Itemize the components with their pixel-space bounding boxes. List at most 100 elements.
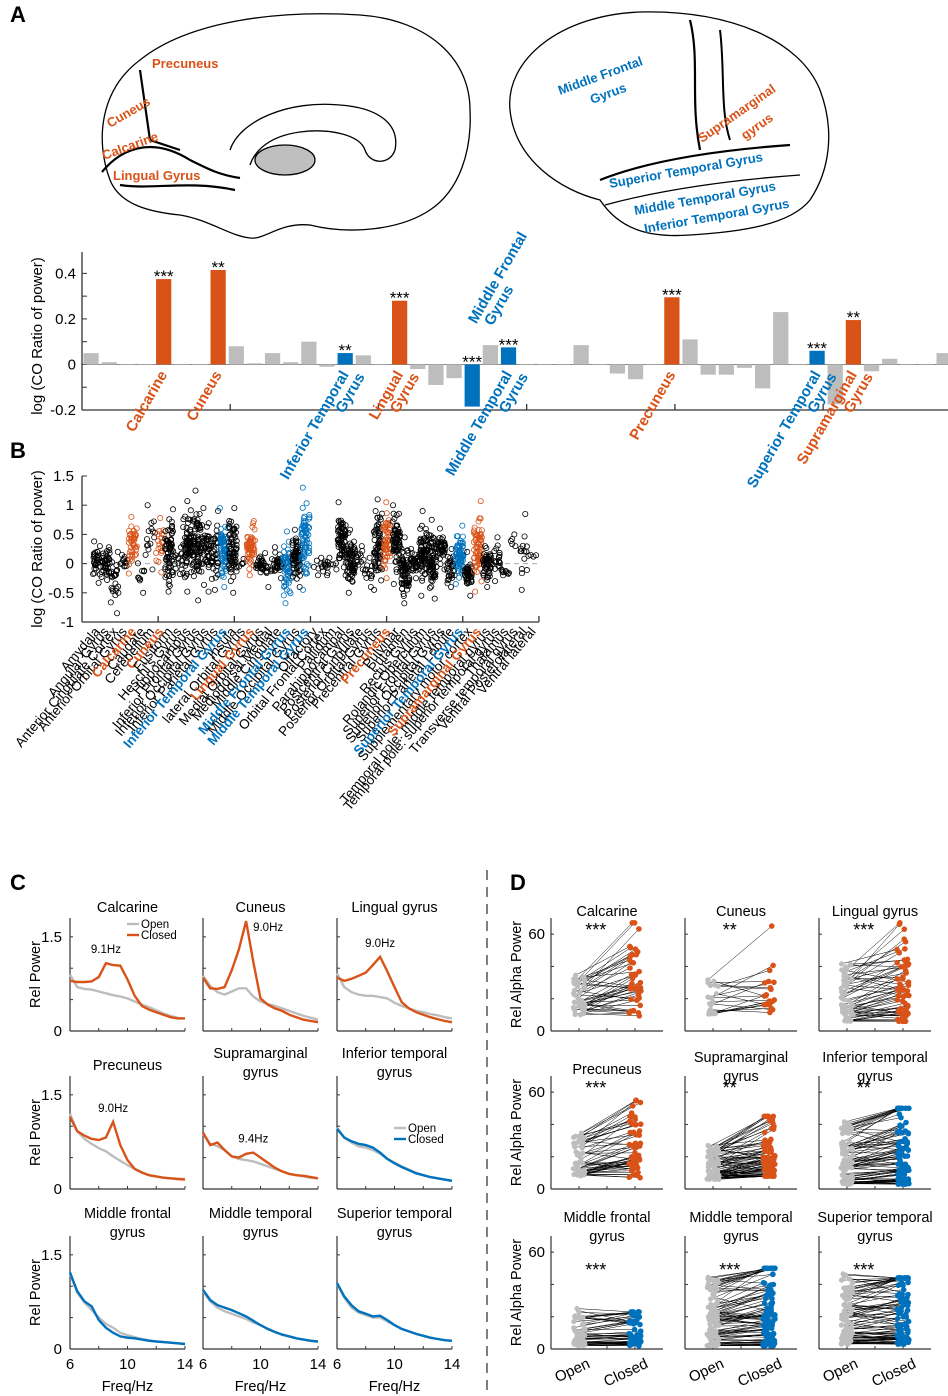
y-axis-label: log (CO Ratio of power) xyxy=(29,257,46,415)
data-point xyxy=(408,546,415,553)
closed-point xyxy=(768,1005,774,1012)
strip-hippocampus xyxy=(180,498,195,595)
data-point xyxy=(418,543,425,550)
pair-line xyxy=(849,1305,899,1315)
data-point xyxy=(230,539,237,546)
data-point xyxy=(437,539,444,546)
data-point xyxy=(303,530,310,537)
bar-caudate xyxy=(174,364,190,365)
data-point xyxy=(396,543,403,550)
strip-postcentral-gyrus xyxy=(343,526,358,596)
closed-point xyxy=(767,985,774,991)
pair-line xyxy=(851,1128,900,1132)
pair-line xyxy=(712,1329,767,1338)
y-axis-label: Rel Alpha Power xyxy=(509,921,525,1028)
data-point xyxy=(90,554,97,561)
data-point xyxy=(102,563,109,570)
data-point xyxy=(226,550,233,557)
pair-points xyxy=(838,1105,912,1187)
category-label-line: Cuneus xyxy=(183,368,225,424)
x-tick-label-open: Open xyxy=(686,1355,726,1386)
data-point xyxy=(422,542,429,549)
data-point xyxy=(384,520,391,527)
closed-point xyxy=(762,1321,769,1328)
data-point xyxy=(168,525,175,532)
open-point xyxy=(710,999,716,1005)
data-point xyxy=(219,569,226,576)
closed-point xyxy=(894,946,900,953)
data-point xyxy=(306,550,313,557)
pair-line xyxy=(583,947,631,979)
data-point xyxy=(392,528,399,535)
pair-points xyxy=(571,1305,644,1349)
subplot-title: gyrus xyxy=(857,1069,892,1085)
open-point xyxy=(578,1144,585,1150)
data-point xyxy=(358,543,365,550)
closed-point xyxy=(761,993,768,999)
significance-label: ** xyxy=(723,920,737,940)
data-point xyxy=(335,543,342,550)
data-point xyxy=(165,564,172,571)
pair-line xyxy=(574,994,640,999)
data-point xyxy=(175,555,182,562)
closed-point xyxy=(904,1307,911,1314)
strip-temporal-pole-middle-temporal-gyrus xyxy=(479,543,495,590)
y-tick-label: 1.5 xyxy=(41,1247,62,1264)
closed-point xyxy=(897,1295,904,1302)
y-axis-label: Rel Alpha Power xyxy=(509,1239,525,1346)
pair-line xyxy=(579,974,636,994)
pair-line xyxy=(847,924,900,983)
y-tick-label: 60 xyxy=(528,1084,545,1101)
data-point xyxy=(430,535,437,542)
data-point xyxy=(142,551,149,558)
pair-line xyxy=(844,1162,901,1166)
pair-line xyxy=(843,1319,904,1325)
pair-line xyxy=(581,1156,632,1173)
open-point xyxy=(846,1137,852,1143)
closed-point xyxy=(771,1265,778,1272)
data-point xyxy=(150,518,157,525)
spectrum-subplot-supramarginal-gyrus: Supramarginal gyrus 9.4Hz xyxy=(201,1046,319,1190)
open-point xyxy=(706,1332,712,1338)
pair-line xyxy=(843,948,905,973)
pair-line xyxy=(846,1298,901,1318)
data-point xyxy=(228,564,235,571)
closed-point xyxy=(628,996,634,1002)
open-point xyxy=(705,1154,711,1160)
pair-line xyxy=(708,1004,770,1015)
data-point xyxy=(191,516,198,523)
subplot-title: Superior temporal xyxy=(337,1206,452,1222)
pair-line xyxy=(844,1108,899,1123)
data-point xyxy=(108,572,115,579)
closed-point xyxy=(897,1329,904,1336)
pair-line xyxy=(851,1141,901,1150)
pair-lines xyxy=(707,925,775,1015)
brain-label-calcarine: Calcarine xyxy=(100,129,160,163)
closed-point xyxy=(898,1145,905,1152)
data-point xyxy=(99,554,106,561)
data-point xyxy=(149,566,156,573)
subplot-title: Inferior temporal xyxy=(342,1046,448,1062)
data-point xyxy=(230,573,237,580)
significance-label: ** xyxy=(857,1078,871,1098)
data-point xyxy=(394,537,401,544)
open-point xyxy=(708,1314,714,1320)
closed-line xyxy=(201,1131,319,1180)
bar-lingual-gyrus xyxy=(392,300,408,365)
bar-postcentral-gyrus xyxy=(591,364,607,365)
open-point xyxy=(843,1176,850,1182)
closed-point xyxy=(631,1145,638,1151)
data-point xyxy=(213,554,220,561)
closed-point xyxy=(904,956,911,963)
data-point xyxy=(180,516,187,523)
data-point xyxy=(482,555,489,562)
open-point xyxy=(838,1140,845,1146)
y-tick-label: 1.5 xyxy=(41,1087,62,1104)
data-point xyxy=(340,544,347,551)
open-point xyxy=(843,1297,849,1303)
significance-label: *** xyxy=(853,920,874,940)
subplot-title: gyrus xyxy=(243,1065,278,1081)
data-point xyxy=(194,544,201,551)
y-tick-label: 0 xyxy=(54,1181,62,1198)
data-point xyxy=(301,552,308,559)
